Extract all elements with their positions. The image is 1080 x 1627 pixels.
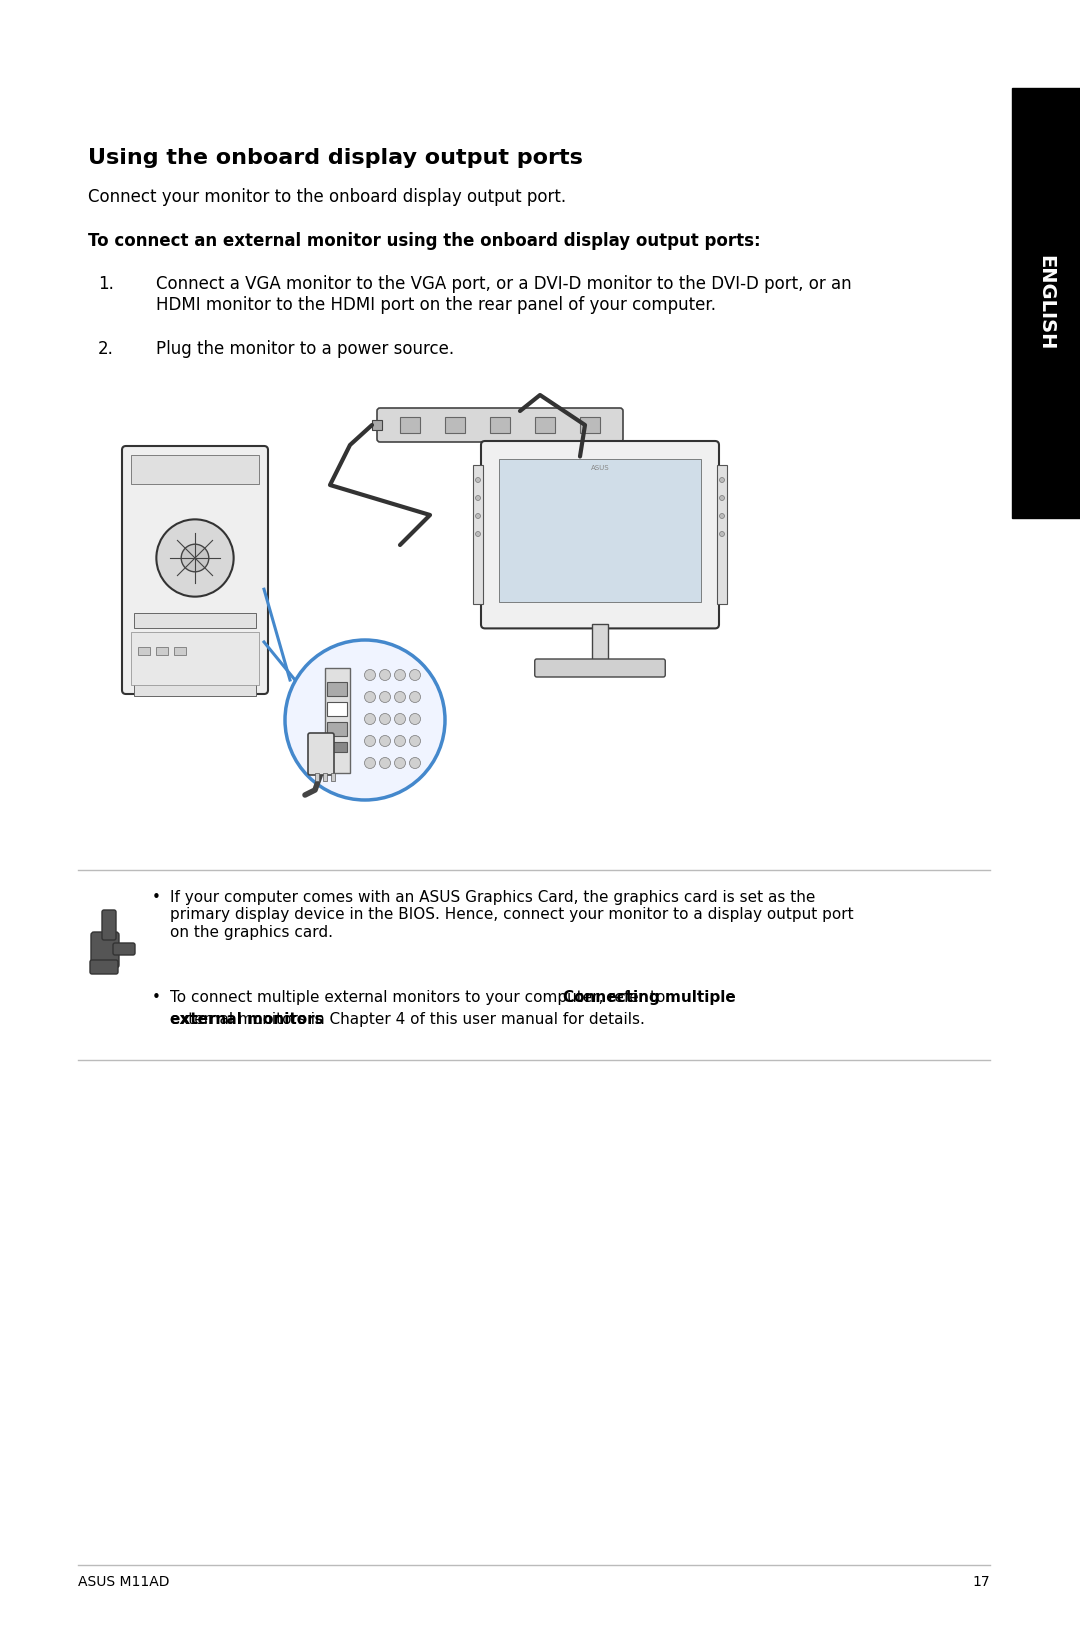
Bar [535,417,555,433]
Text: 1.: 1. [98,275,113,293]
Circle shape [364,758,376,768]
Circle shape [409,669,420,680]
Circle shape [719,477,725,483]
Circle shape [475,514,481,519]
Bar [499,459,701,602]
Text: 17: 17 [972,1575,990,1590]
Bar [138,648,150,654]
Bar [134,613,256,628]
FancyBboxPatch shape [535,659,665,677]
Text: Using the onboard display output ports: Using the onboard display output ports [87,148,583,168]
Text: Connect your monitor to the onboard display output port.: Connect your monitor to the onboard disp… [87,189,566,207]
Circle shape [379,735,391,747]
Text: Connect a VGA monitor to the VGA port, or a DVI-D monitor to the DVI-D port, or : Connect a VGA monitor to the VGA port, o… [156,275,852,314]
Circle shape [379,669,391,680]
Bar [445,417,465,433]
Text: •: • [152,989,161,1005]
Text: Plug the monitor to a power source.: Plug the monitor to a power source. [156,340,454,358]
Circle shape [719,496,725,501]
Bar [490,417,510,433]
Bar [473,465,483,604]
Circle shape [409,735,420,747]
Circle shape [719,532,725,537]
Bar [174,648,186,654]
Bar [325,669,350,773]
Circle shape [364,735,376,747]
Text: ASUS M11AD: ASUS M11AD [78,1575,170,1590]
Bar [134,682,256,696]
Text: ENGLISH: ENGLISH [1037,255,1055,351]
Circle shape [475,477,481,483]
FancyBboxPatch shape [481,441,719,628]
FancyBboxPatch shape [122,446,268,695]
Bar [134,636,256,651]
Bar [592,625,608,661]
Circle shape [379,691,391,703]
Bar [134,659,256,674]
Bar [131,633,259,685]
Circle shape [409,714,420,724]
Text: 2.: 2. [98,340,113,358]
Text: Connecting multiple: Connecting multiple [564,989,735,1005]
Circle shape [379,714,391,724]
Bar [400,417,420,433]
Circle shape [409,691,420,703]
Bar [327,682,347,696]
Circle shape [181,543,208,571]
Circle shape [475,532,481,537]
Bar [1012,88,1080,517]
Text: To connect an external monitor using the onboard display output ports:: To connect an external monitor using the… [87,233,760,251]
Circle shape [719,514,725,519]
Circle shape [394,735,405,747]
Text: If your computer comes with an ASUS Graphics Card, the graphics card is set as t: If your computer comes with an ASUS Grap… [170,890,853,940]
Text: ASUS: ASUS [591,465,609,470]
Text: To connect multiple external monitors to your computer, refer to: To connect multiple external monitors to… [170,989,671,1005]
Bar [372,420,382,430]
Circle shape [409,758,420,768]
FancyBboxPatch shape [102,909,116,940]
FancyBboxPatch shape [113,944,135,955]
FancyBboxPatch shape [308,734,334,774]
FancyBboxPatch shape [90,960,118,975]
Circle shape [394,758,405,768]
Text: external monitors: external monitors [170,1012,324,1027]
Bar [327,722,347,735]
Bar [580,417,600,433]
Bar [330,773,335,781]
Circle shape [157,519,233,597]
Text: •: • [152,890,161,905]
Bar [315,773,319,781]
Circle shape [394,669,405,680]
Circle shape [364,691,376,703]
Bar [323,773,327,781]
Bar [327,701,347,716]
Circle shape [364,714,376,724]
Bar [156,648,168,654]
Text: external monitors in Chapter 4 of this user manual for details.: external monitors in Chapter 4 of this u… [170,1012,645,1027]
Circle shape [379,758,391,768]
Bar [717,465,727,604]
Circle shape [394,691,405,703]
Circle shape [475,496,481,501]
Circle shape [285,639,445,800]
FancyBboxPatch shape [377,408,623,443]
Circle shape [364,669,376,680]
Bar [327,742,347,752]
Bar [131,456,259,483]
FancyBboxPatch shape [91,932,119,968]
Circle shape [394,714,405,724]
